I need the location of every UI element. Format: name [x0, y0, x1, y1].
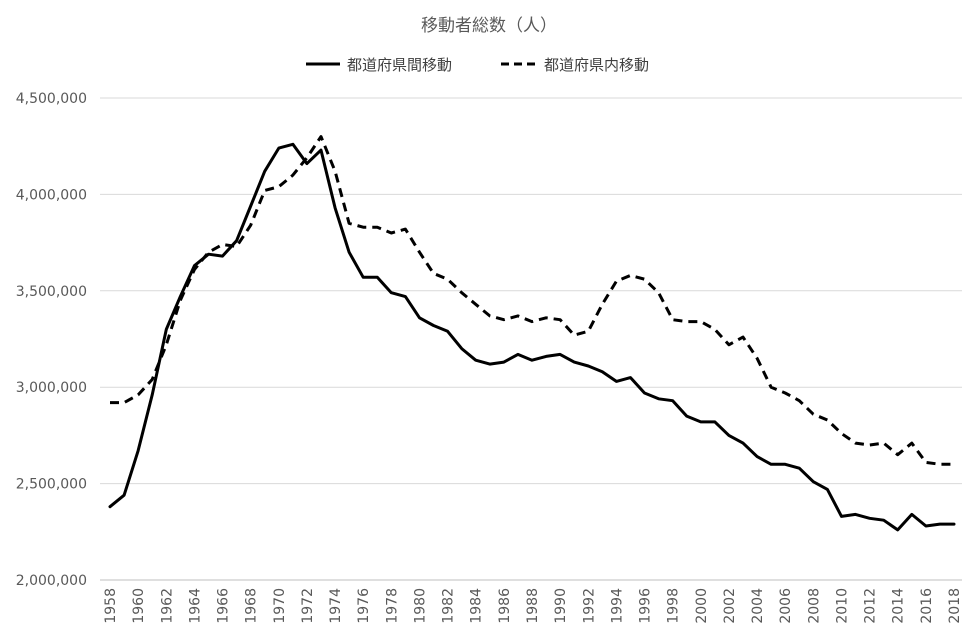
x-tick-label: 1964: [187, 588, 203, 624]
y-tick-label: 4,500,000: [16, 91, 87, 107]
chart-title: 移動者総数（人）: [421, 16, 557, 36]
x-tick-label: 1996: [638, 588, 654, 624]
x-tick-label: 1980: [412, 588, 428, 624]
x-tick-label: 2006: [778, 588, 794, 624]
x-tick-label: 2002: [722, 588, 738, 624]
x-tick-label: 2000: [694, 588, 710, 624]
x-tick-label: 1960: [131, 588, 147, 624]
x-tick-label: 1974: [328, 588, 344, 624]
x-tick-label: 2018: [947, 588, 963, 624]
x-tick-label: 1994: [609, 588, 625, 624]
legend-label-intraprefecture: 都道府県内移動: [544, 56, 649, 74]
y-tick-label: 3,500,000: [16, 284, 87, 300]
gridlines: [100, 97, 962, 581]
x-tick-label: 2016: [919, 588, 935, 624]
x-tick-label: 1966: [216, 588, 232, 624]
x-tick-labels: 1958 1960 1962 1964 1966 1968 1970 1972 1974 1976…: [103, 588, 963, 624]
x-tick-label: 1962: [159, 588, 175, 624]
y-tick-label: 4,000,000: [16, 187, 87, 203]
x-tick-label: 1992: [581, 588, 597, 624]
y-tick-label: 2,500,000: [16, 477, 87, 493]
x-tick-label: 1990: [553, 588, 569, 624]
y-tick-label: 2,000,000: [16, 573, 87, 589]
series-line-intraprefecture: [110, 135, 954, 466]
y-tick-label: 3,000,000: [16, 380, 87, 396]
legend-label-interprefecture: 都道府県間移動: [347, 56, 452, 74]
x-tick-label: 1968: [244, 588, 260, 624]
x-tick-label: 1978: [384, 588, 400, 624]
x-tick-label: 1972: [300, 588, 316, 624]
x-tick-label: 1988: [525, 588, 541, 624]
x-tick-label: 1998: [666, 588, 682, 624]
x-tick-label: 2012: [863, 588, 879, 624]
x-tick-label: 1986: [497, 588, 513, 624]
x-tick-label: 2014: [891, 588, 907, 624]
series-lines: [108, 135, 956, 532]
x-tick-label: 2004: [750, 588, 766, 624]
x-tick-label: 1976: [356, 588, 372, 624]
x-tick-label: 1984: [469, 588, 485, 624]
x-tick-label: 2008: [806, 588, 822, 624]
legend: 都道府県間移動 都道府県内移動: [306, 56, 649, 74]
x-tick-label: 1970: [272, 588, 288, 624]
x-tick-label: 1982: [441, 588, 457, 624]
x-tick-label: 2010: [834, 588, 850, 624]
y-tick-labels: 2,000,000 2,500,000 3,000,000 3,500,000 4,00…: [16, 91, 87, 589]
x-tick-label: 1958: [103, 588, 119, 624]
series-line-interprefecture: [108, 142, 956, 532]
